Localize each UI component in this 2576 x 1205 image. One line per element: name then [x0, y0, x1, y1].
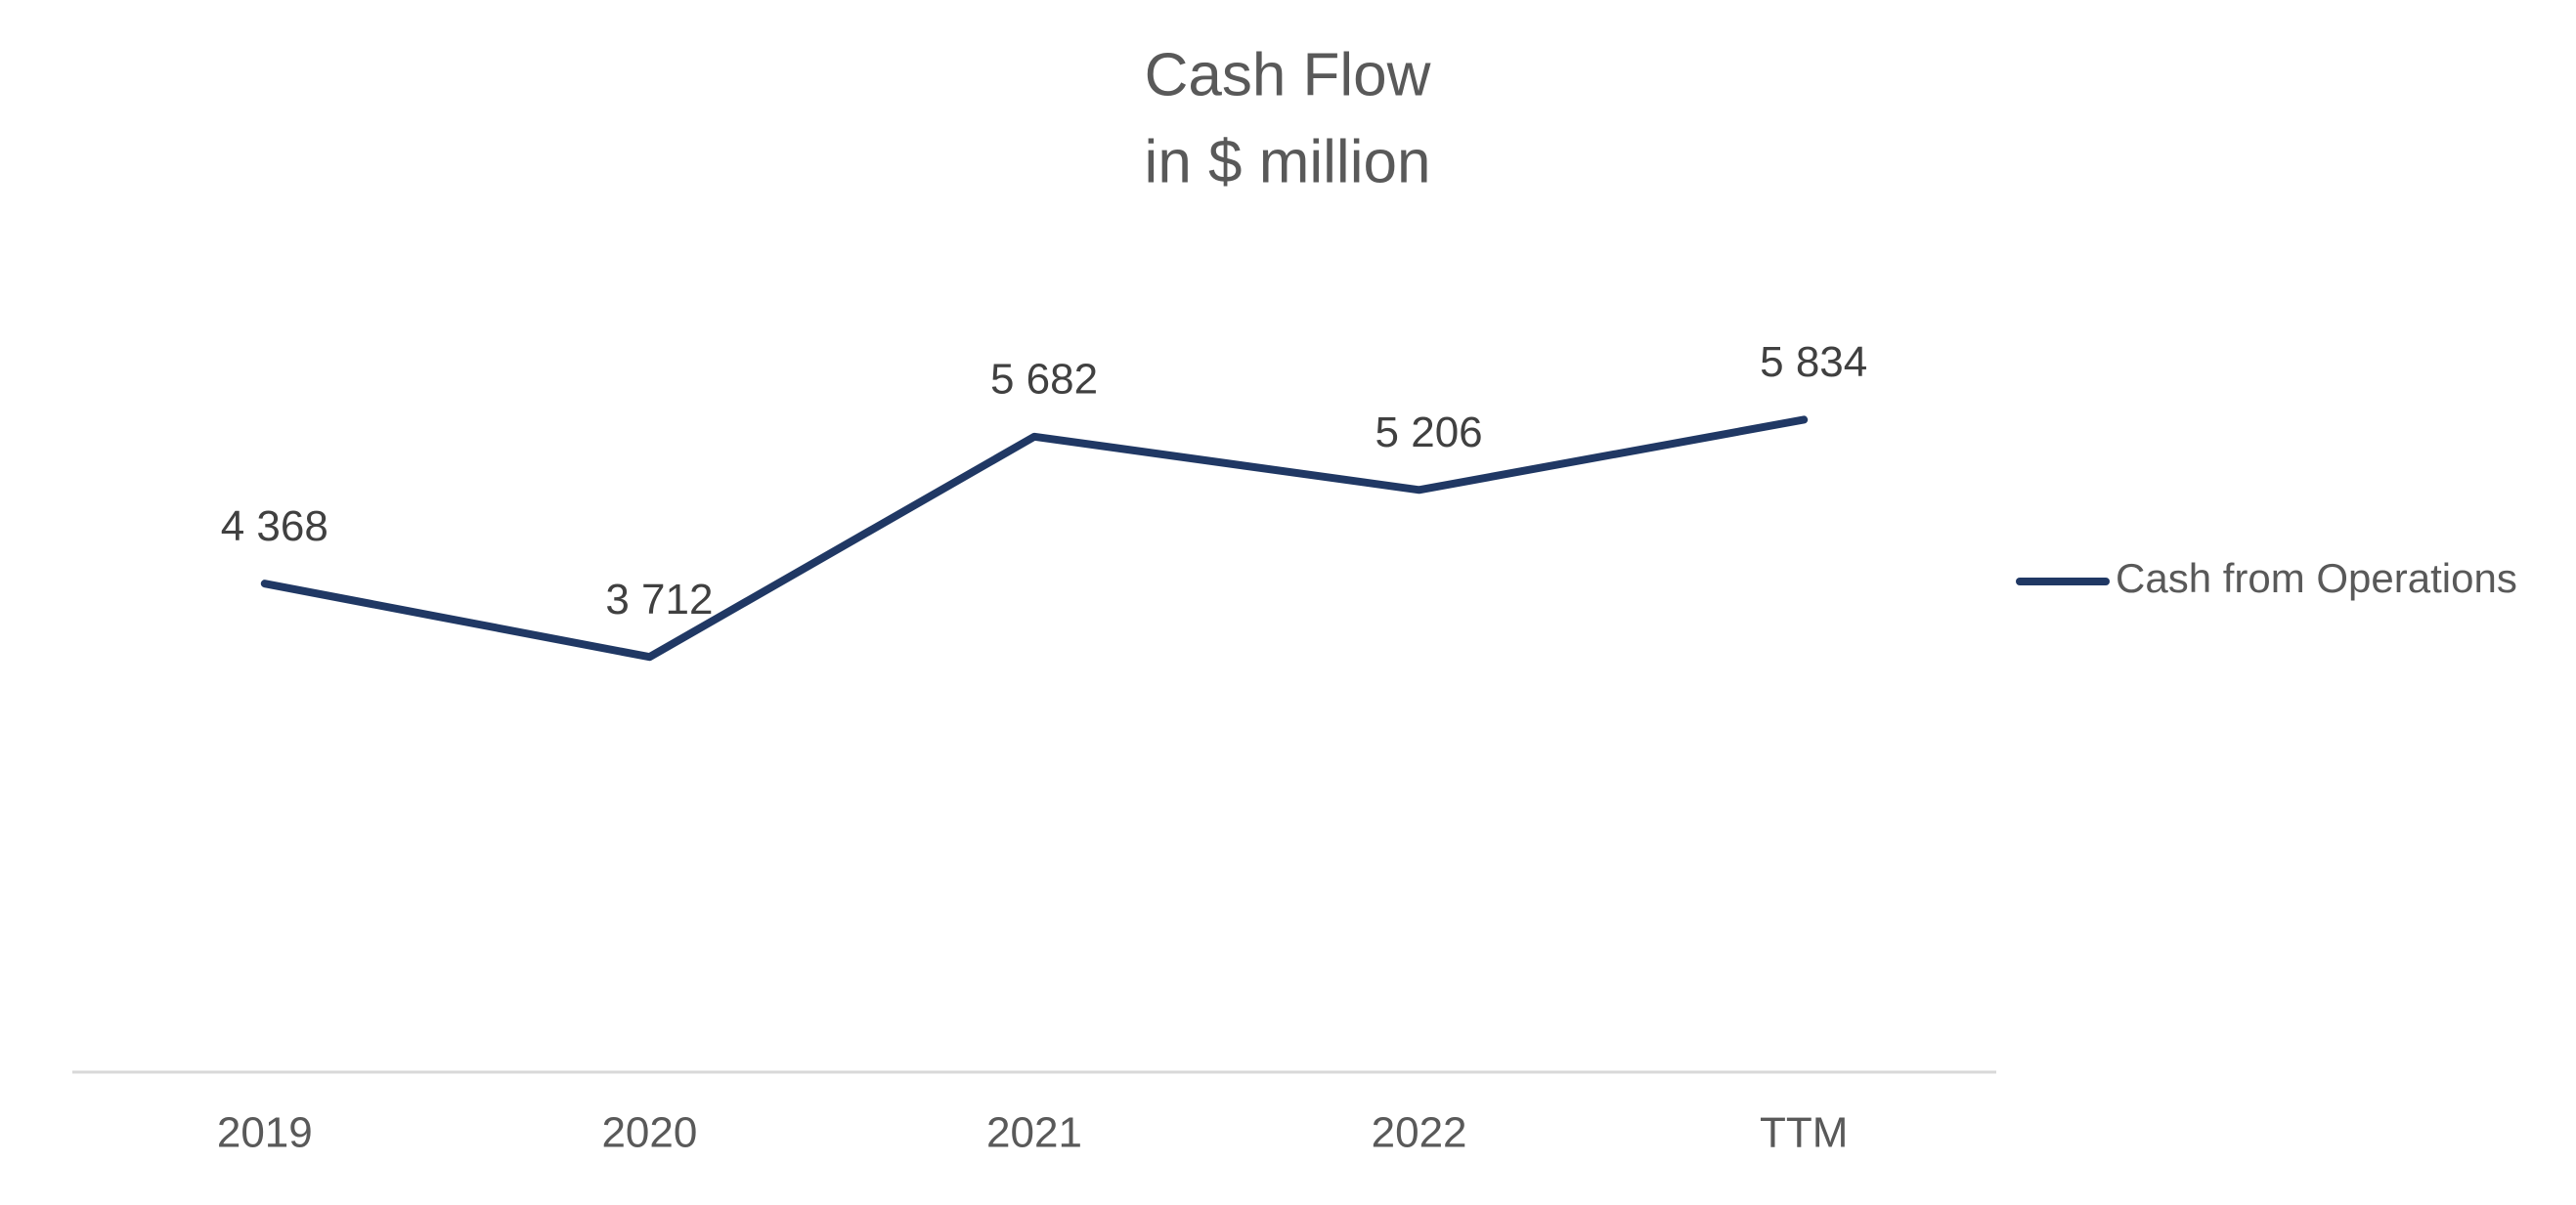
data-label: 5 834	[1760, 338, 1867, 386]
data-line	[260, 415, 1809, 662]
x-tick-label: 2020	[601, 1109, 697, 1157]
data-label: 3 712	[605, 576, 713, 624]
data-label: 4 368	[221, 502, 328, 550]
x-tick-label: 2022	[1372, 1109, 1467, 1157]
x-tick-label: 2021	[986, 1109, 1082, 1157]
data-label: 5 206	[1375, 409, 1483, 456]
chart-title: Cash Flow	[1145, 41, 1431, 108]
chart-subtitle: in $ million	[1145, 128, 1431, 195]
x-tick-label: TTM	[1760, 1109, 1848, 1157]
legend-label: Cash from Operations	[2116, 555, 2517, 601]
x-tick-label: 2019	[217, 1109, 313, 1157]
data-label: 5 682	[990, 355, 1098, 403]
